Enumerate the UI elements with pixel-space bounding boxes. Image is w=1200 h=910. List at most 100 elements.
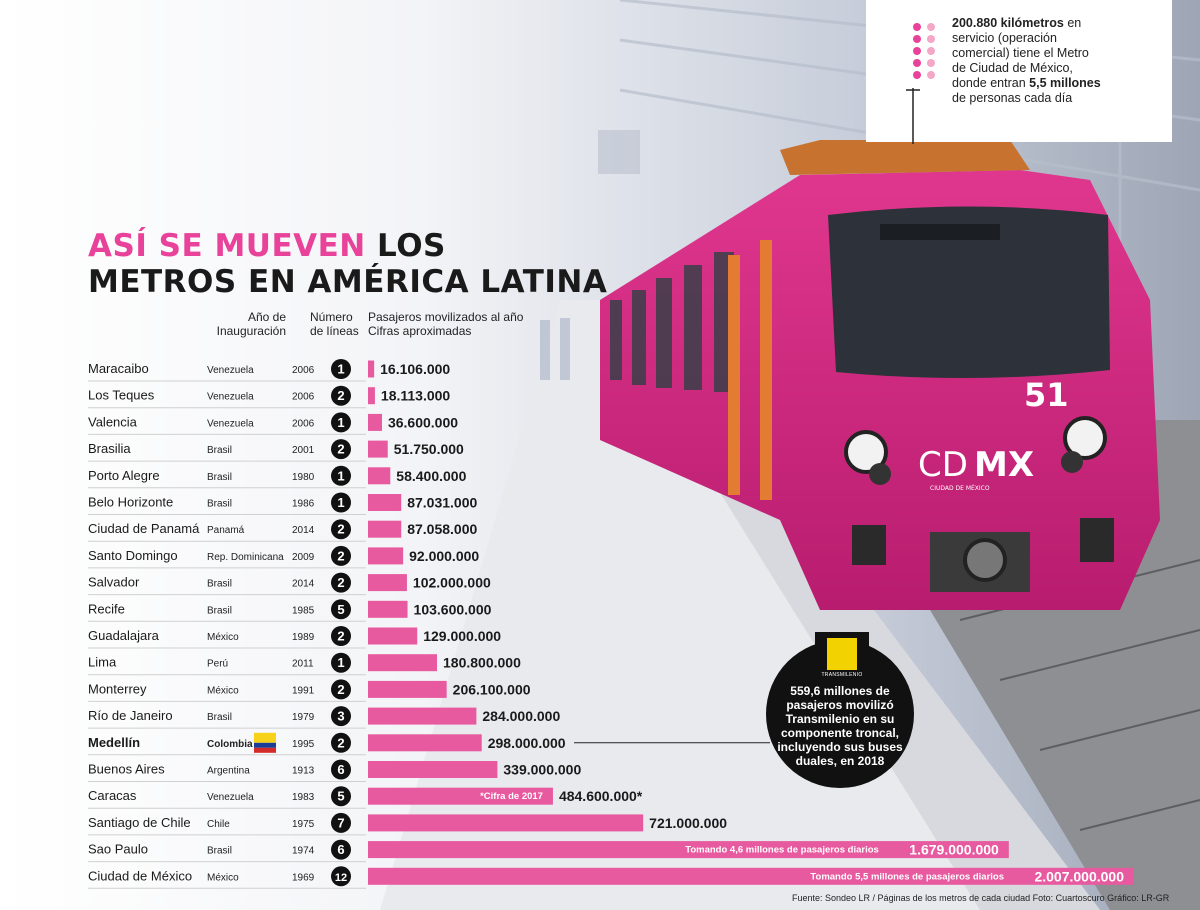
- lines-value: 2: [337, 682, 344, 697]
- country-label: Brasil: [207, 579, 232, 590]
- transmilenio-bubble: 559,6 millones de pasajeros movilizó Tra…: [766, 640, 914, 788]
- lines-badge: [331, 866, 351, 887]
- lines-value: 1: [337, 468, 344, 483]
- passenger-bar: [368, 707, 477, 725]
- transmilenio-logo-mark: [827, 638, 857, 670]
- city-label: Brasilia: [88, 441, 131, 456]
- lines-badge: [331, 812, 351, 833]
- train-number: 51: [1024, 376, 1069, 414]
- country-label: Brasil: [207, 605, 232, 616]
- colombia-flag-icon: [254, 732, 276, 753]
- passenger-bar: [368, 574, 407, 592]
- country-label: Panamá: [207, 525, 245, 536]
- passenger-bar: [368, 600, 408, 618]
- lines-badge: [331, 359, 351, 379]
- passenger-bar: [368, 734, 482, 752]
- passenger-bar: [368, 387, 375, 405]
- passenger-bar: [368, 494, 402, 511]
- year-label: 1989: [292, 632, 315, 643]
- passenger-value: 284.000.000: [482, 708, 560, 724]
- passenger-value: 87.058.000: [407, 521, 477, 537]
- lines-badge: [331, 706, 351, 727]
- transmilenio-logo: TRANSMILENIO: [815, 632, 869, 686]
- country-label: Perú: [207, 659, 228, 670]
- city-label: Salvador: [88, 575, 140, 590]
- lines-badge: [331, 652, 351, 673]
- lines-value: 12: [335, 872, 347, 884]
- passenger-bar: [368, 413, 382, 431]
- city-label: Río de Janeiro: [88, 708, 173, 723]
- header-passengers: Pasajeros movilizados al año Cifras apro…: [368, 310, 524, 338]
- city-label: Guadalajara: [88, 628, 160, 643]
- passenger-value: 51.750.000: [394, 441, 464, 457]
- lines-value: 2: [337, 522, 344, 537]
- country-label: Venezuela: [207, 418, 254, 429]
- lines-badge: [331, 599, 351, 620]
- lines-value: 6: [337, 842, 344, 857]
- info-km: 200.880 kilómetros: [952, 16, 1064, 30]
- passenger-value: 36.600.000: [388, 414, 458, 430]
- year-label: 2006: [292, 418, 315, 429]
- lines-badge: [331, 465, 351, 486]
- lines-value: 2: [337, 629, 344, 644]
- lines-badge: [331, 385, 351, 406]
- passenger-bar: [368, 841, 1009, 859]
- country-label: Venezuela: [207, 792, 254, 803]
- passenger-value: 721.000.000: [649, 815, 727, 831]
- lines-badge: [331, 626, 351, 646]
- country-label: Brasil: [207, 499, 232, 510]
- passenger-bar: [368, 867, 1134, 885]
- lines-value: 1: [337, 362, 344, 377]
- country-label: México: [207, 872, 239, 883]
- city-label: Buenos Aires: [88, 762, 165, 777]
- city-label: Santo Domingo: [88, 548, 178, 563]
- year-label: 2001: [292, 445, 315, 456]
- country-label: México: [207, 685, 239, 696]
- year-label: 1980: [292, 472, 315, 483]
- passenger-value: 102.000.000: [413, 575, 491, 591]
- lines-badge: [331, 786, 351, 807]
- year-label: 1974: [292, 846, 315, 857]
- passenger-value: 87.031.000: [407, 495, 477, 511]
- lines-value: 7: [337, 815, 344, 830]
- lines-badge: [331, 439, 351, 460]
- passenger-bar: [368, 761, 498, 778]
- city-label: Ciudad de Panamá: [88, 521, 200, 536]
- year-label: 2009: [292, 552, 315, 563]
- lines-value: 2: [337, 548, 344, 563]
- passenger-value: 92.000.000: [409, 548, 479, 564]
- lines-value: 2: [337, 442, 344, 457]
- passenger-bar: [368, 654, 438, 672]
- city-label: Caracas: [88, 788, 137, 803]
- country-label: Brasil: [207, 472, 232, 483]
- dots-icon: [913, 23, 935, 79]
- transmilenio-logo-label: TRANSMILENIO: [821, 672, 863, 678]
- year-label: 2011: [292, 659, 314, 670]
- transmilenio-text: 559,6 millones de pasajeros movilizó Tra…: [777, 684, 903, 768]
- city-label: Medellín: [88, 735, 140, 750]
- passenger-bar: [368, 440, 388, 458]
- passenger-value: 298.000.000: [488, 735, 566, 751]
- passenger-value: 2.007.000.000: [1034, 868, 1124, 884]
- lines-value: 5: [337, 602, 344, 617]
- country-label: Brasil: [207, 712, 232, 723]
- info-text: 200.880 kilómetros en servicio (operació…: [952, 16, 1102, 106]
- lines-value: 2: [337, 575, 344, 590]
- passenger-value: 129.000.000: [423, 628, 501, 644]
- lines-value: 2: [337, 735, 344, 750]
- passenger-bar: [368, 360, 375, 378]
- year-label: 1979: [292, 712, 315, 723]
- city-label: Ciudad de México: [88, 868, 192, 883]
- city-label: Los Teques: [88, 388, 155, 403]
- lines-value: 1: [337, 655, 344, 670]
- year-label: 1986: [292, 499, 315, 510]
- city-label: Valencia: [88, 414, 138, 429]
- country-label: Brasil: [207, 846, 232, 857]
- lines-badge: [331, 412, 351, 433]
- lines-value: 5: [337, 789, 344, 804]
- lines-badge: [331, 839, 351, 860]
- title-line2: METROS EN AMÉRICA LATINA: [88, 264, 608, 300]
- value-note: *Cifra de 2017: [480, 791, 543, 802]
- year-label: 1991: [292, 685, 315, 696]
